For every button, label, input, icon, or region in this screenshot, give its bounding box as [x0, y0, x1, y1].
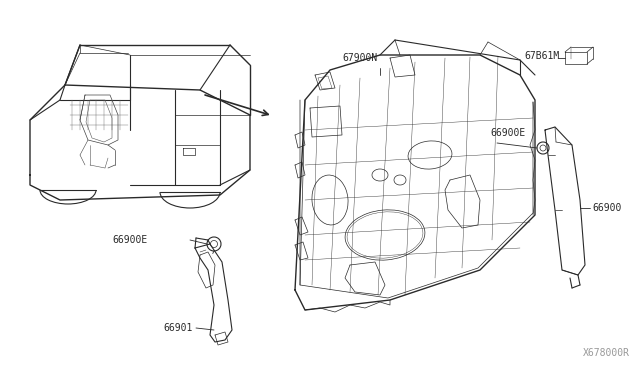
- Text: X678000R: X678000R: [583, 348, 630, 358]
- Text: 67900N: 67900N: [342, 53, 377, 63]
- Text: 66900E: 66900E: [490, 128, 525, 138]
- Text: 66900: 66900: [592, 203, 621, 213]
- Text: 66901: 66901: [164, 323, 193, 333]
- Text: 66900E: 66900E: [113, 235, 148, 245]
- Text: 67B61M: 67B61M: [525, 51, 560, 61]
